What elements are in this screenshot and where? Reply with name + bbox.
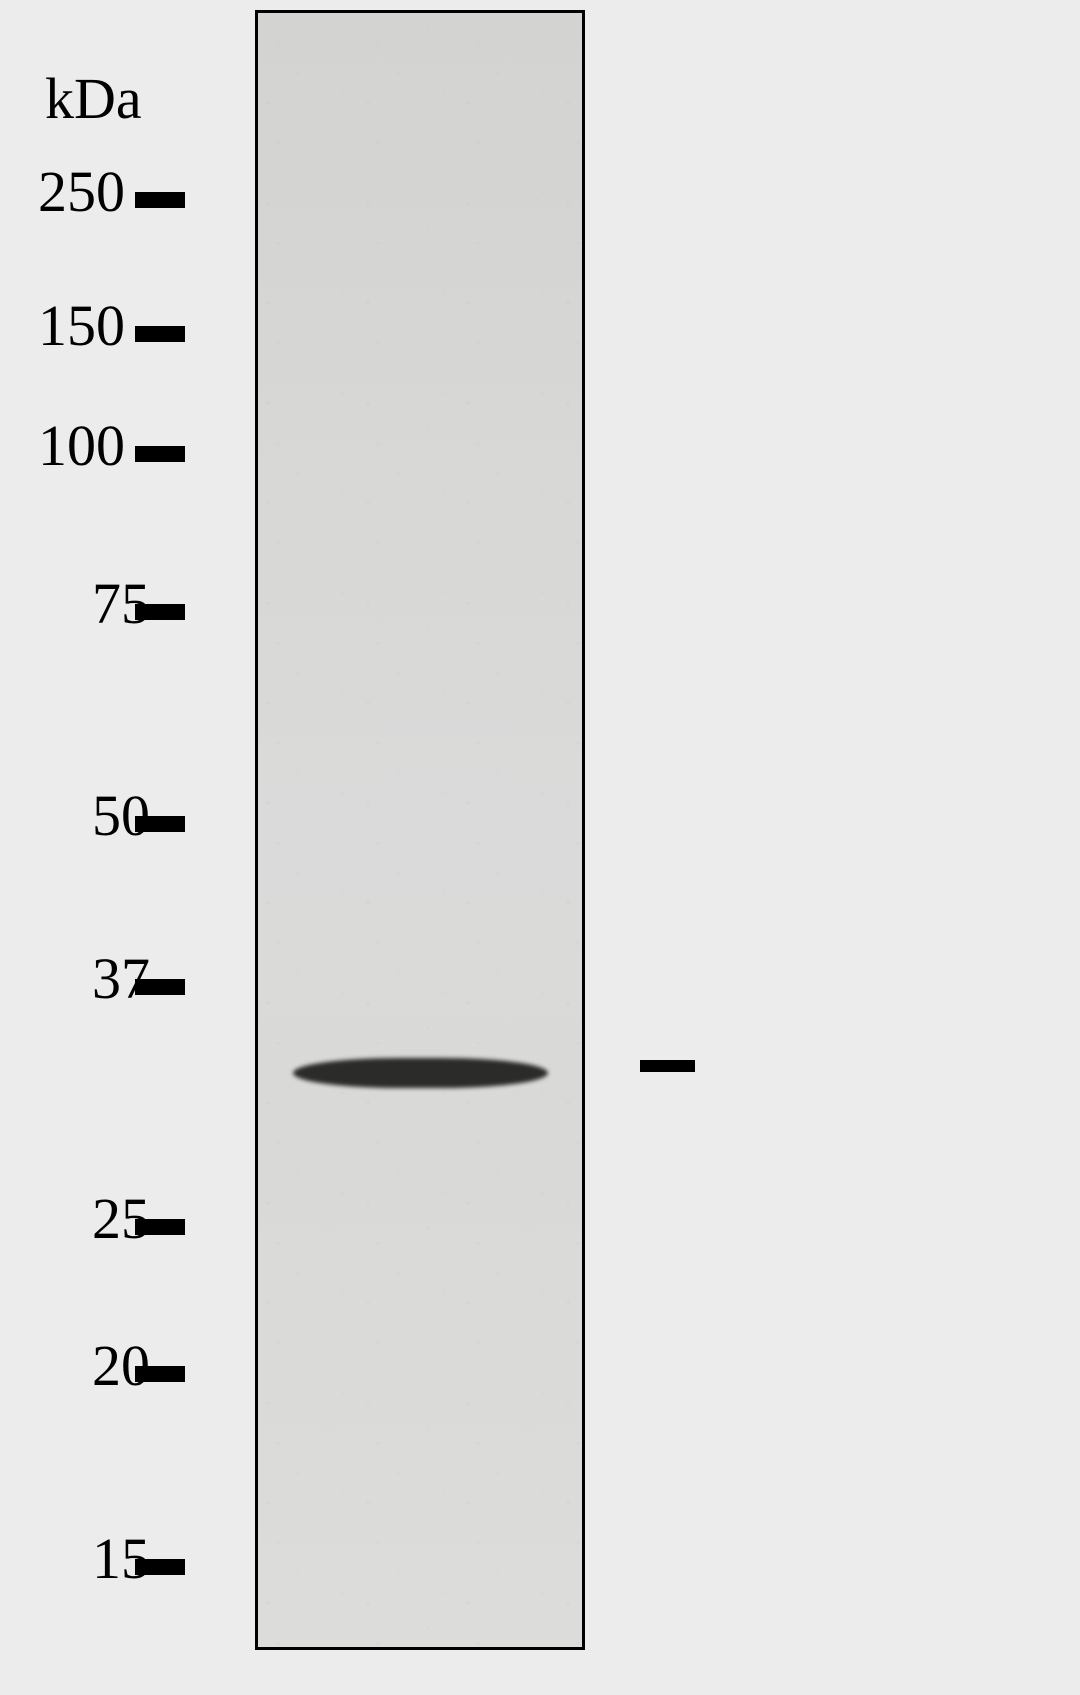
ladder-label: 100 bbox=[20, 412, 125, 479]
target-band-marker bbox=[640, 1060, 695, 1072]
lane-noise-texture bbox=[258, 13, 582, 1647]
ladder-tick bbox=[135, 1366, 185, 1382]
western-blot-figure: kDa 250150100755037252015 bbox=[0, 0, 1080, 1695]
ladder-tick bbox=[135, 1219, 185, 1235]
ladder-tick bbox=[135, 192, 185, 208]
ladder-label: 250 bbox=[20, 158, 125, 225]
ladder-tick bbox=[135, 816, 185, 832]
ladder-tick bbox=[135, 1559, 185, 1575]
ladder-tick bbox=[135, 979, 185, 995]
axis-unit-label: kDa bbox=[45, 65, 142, 132]
ladder-tick bbox=[135, 326, 185, 342]
gel-lane-frame bbox=[255, 10, 585, 1650]
ladder-tick bbox=[135, 446, 185, 462]
ladder-tick bbox=[135, 604, 185, 620]
ladder-label: 150 bbox=[20, 292, 125, 359]
protein-band bbox=[293, 1058, 548, 1088]
